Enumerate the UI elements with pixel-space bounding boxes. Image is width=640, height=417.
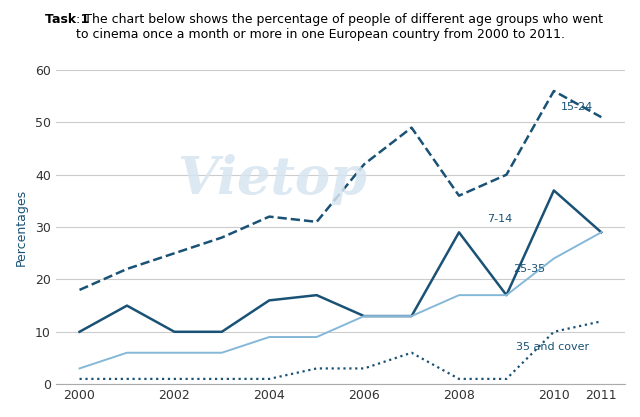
Text: 15-24: 15-24 bbox=[561, 102, 593, 112]
Text: 35 and cover: 35 and cover bbox=[516, 342, 589, 352]
Text: : The chart below shows the percentage of people of different age groups who wen: : The chart below shows the percentage o… bbox=[76, 13, 602, 40]
Y-axis label: Percentages: Percentages bbox=[15, 188, 28, 266]
Text: Task 1: Task 1 bbox=[45, 13, 89, 25]
Text: 25-35: 25-35 bbox=[513, 264, 546, 274]
Text: Vietop: Vietop bbox=[177, 154, 367, 206]
Text: 7-14: 7-14 bbox=[488, 214, 513, 224]
